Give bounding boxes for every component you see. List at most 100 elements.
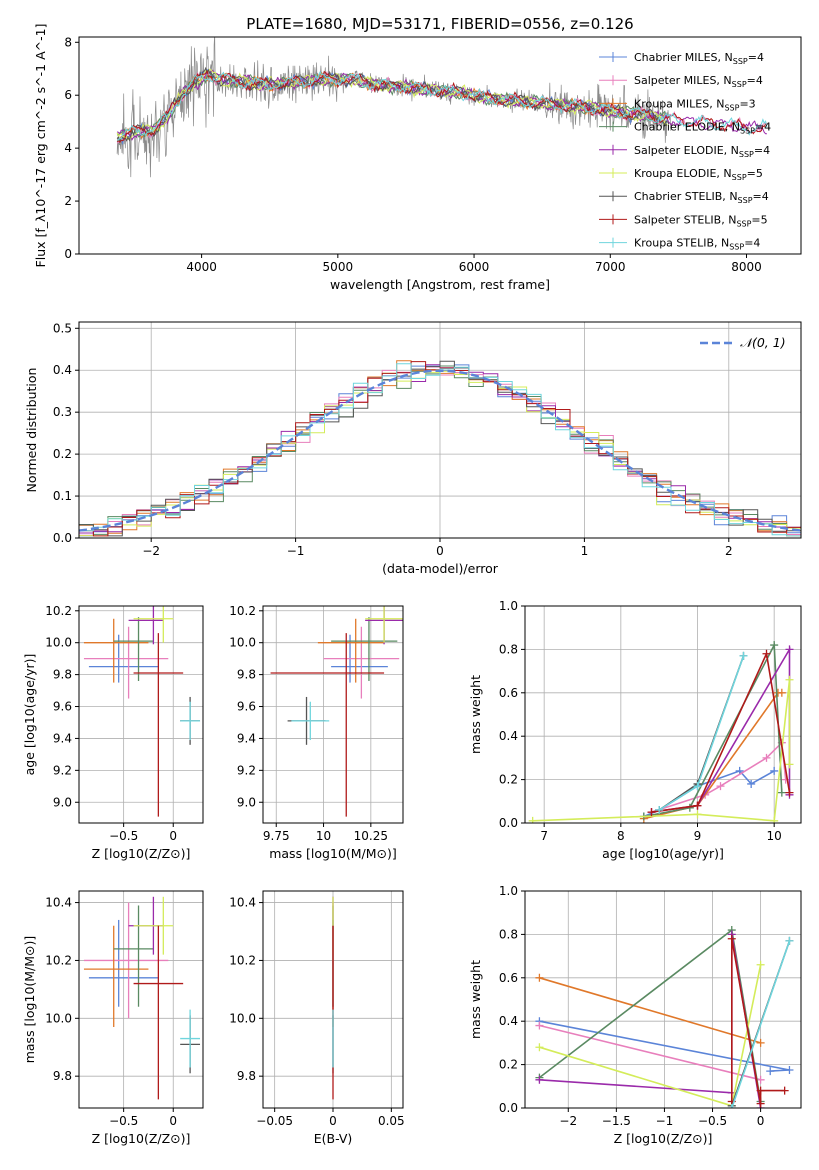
y-axis-label: Normed distribution <box>24 368 39 493</box>
y-tick-label: 9.0 <box>237 795 256 809</box>
mass-weight-point <box>770 641 779 650</box>
model-spectrum-line <box>116 66 668 143</box>
mass-weight-point <box>739 651 748 660</box>
x-axis-label: Z [log10(Z/Z⊙)] <box>614 1131 713 1146</box>
mass-weight-point <box>785 936 794 945</box>
x-tick-label: −1.5 <box>602 1114 631 1128</box>
panel-age-vs-Z: −0.5 0 9.0 9.2 9.4 9.6 9.8 10.0 10.2 Z [log10(Z/Z… <box>22 604 204 861</box>
x-tick-label: 1 <box>581 544 589 558</box>
mass-weight-line <box>731 940 791 1108</box>
y-tick-label: 0.5 <box>53 321 72 335</box>
mass-weight-point <box>781 775 790 784</box>
y-tick-label: 4 <box>64 141 72 155</box>
x-tick-label: −2 <box>142 544 160 558</box>
axes-frame <box>78 36 802 255</box>
panel-weight-vs-Z: −2 −1.5 −1 −0.5 0 0.0 0.2 0.4 0.6 0.8 1.0 Z [log10(… <box>468 884 802 1146</box>
mass-weight-point <box>693 782 702 791</box>
x-tick-label: 0.05 <box>378 1114 405 1128</box>
y-axis-label: age [log10(age/yr)] <box>22 654 37 776</box>
y-tick-label: 10.0 <box>229 1011 256 1025</box>
y-tick-label: 10.0 <box>45 1011 72 1025</box>
y-tick-label: 0.3 <box>53 405 72 419</box>
x-axis-label: Z [log10(Z/Z⊙)] <box>92 1131 191 1146</box>
x-axis-label: Z [log10(Z/Z⊙)] <box>92 846 191 861</box>
mass-weight-point <box>747 779 756 788</box>
x-tick-label: −1 <box>656 1114 674 1128</box>
x-tick-label: 10 <box>316 829 331 843</box>
mass-weight-point <box>756 960 765 969</box>
mass-weight-point <box>535 1043 544 1052</box>
mass-weight-point <box>780 1086 789 1095</box>
axes-frame <box>262 605 404 824</box>
plot-area <box>116 37 768 178</box>
panel-age-vs-mass: 9.75 10 10.25 9.0 9.2 9.4 9.6 9.8 10.0 10.2 mass [… <box>229 604 404 861</box>
y-axis-label: mass weight <box>468 960 483 1039</box>
y-tick-label: 9.8 <box>53 668 72 682</box>
y-tick-label: 1.0 <box>499 884 518 898</box>
model-spectrum-line <box>116 70 768 141</box>
y-tick-label: 0.6 <box>499 971 518 985</box>
y-tick-label: 10.2 <box>229 953 256 967</box>
y-tick-label: 9.6 <box>237 700 256 714</box>
x-tick-label: 6000 <box>459 260 490 274</box>
x-tick-label: −0.5 <box>109 829 138 843</box>
mass-weight-point <box>535 1075 544 1084</box>
mass-weight-point <box>770 816 779 823</box>
y-tick-label: 0.2 <box>53 447 72 461</box>
x-tick-label: −0.5 <box>698 1114 727 1128</box>
x-tick-label: 5000 <box>323 260 354 274</box>
x-tick-label: −2 <box>559 1114 577 1128</box>
mass-weight-point <box>693 810 702 819</box>
mass-weight-point <box>777 688 786 697</box>
y-axis-label: Flux [f_λ10^-17 erg cm^-2 s^-1 A^-1] <box>33 24 48 268</box>
mass-weight-point <box>762 649 771 658</box>
y-tick-label: 9.6 <box>53 700 72 714</box>
x-tick-label: 10 <box>767 829 782 843</box>
mass-weight-point <box>770 766 779 775</box>
y-tick-label: 1.0 <box>499 599 518 613</box>
x-tick-label: −1 <box>287 544 305 558</box>
mass-weight-point <box>535 973 544 982</box>
mass-weight-point <box>727 934 736 943</box>
plot-area <box>528 641 794 823</box>
y-tick-label: 10.2 <box>45 604 72 618</box>
x-tick-label: 4000 <box>186 260 217 274</box>
mass-weight-point <box>766 1067 775 1076</box>
legend-entry: Salpeter MILES, NSSP=4 <box>634 74 763 89</box>
panel-mass-vs-Z: −0.5 0 9.8 10.0 10.2 10.4 Z [log10(Z/Z⊙)] mass … <box>22 890 204 1146</box>
x-tick-label: 7 <box>540 829 548 843</box>
x-axis-label: E(B-V) <box>314 1131 353 1146</box>
y-tick-label: 0.8 <box>499 927 518 941</box>
y-tick-label: 9.8 <box>237 668 256 682</box>
y-tick-label: 6 <box>64 88 72 102</box>
axes-frame <box>78 605 204 824</box>
x-tick-label: 7000 <box>595 260 626 274</box>
mass-weight-line <box>532 679 791 822</box>
mass-weight-line <box>651 650 791 813</box>
legend-entry: Chabrier ELODIE, NSSP=4 <box>634 121 771 136</box>
plot-area <box>535 926 794 1108</box>
plot-area <box>270 606 403 817</box>
y-tick-label: 10.4 <box>229 896 256 910</box>
x-tick-label: 2 <box>725 544 733 558</box>
x-axis-label: mass [log10(M/M⊙)] <box>269 846 397 861</box>
legend-entry: Salpeter STELIB, NSSP=5 <box>634 213 768 228</box>
panel-spectrum: 4000 5000 6000 7000 8000 0 2 4 6 8 wavelength [Ang… <box>33 24 802 292</box>
y-tick-label: 9.8 <box>237 1069 256 1083</box>
observed-spectrum <box>116 37 672 178</box>
mass-weight-point <box>727 1104 736 1108</box>
legend-entry: Kroupa MILES, NSSP=3 <box>634 97 756 112</box>
mass-weight-point <box>528 816 537 823</box>
mass-weight-point <box>756 1075 765 1084</box>
y-tick-label: 2 <box>64 194 72 208</box>
legend-entry: 𝒩(0, 1) <box>740 335 786 350</box>
plot-area <box>83 896 201 1100</box>
x-tick-label: 9 <box>694 829 702 843</box>
y-axis-label: mass weight <box>468 675 483 754</box>
residual-histogram <box>79 363 801 537</box>
y-tick-label: 9.8 <box>53 1069 72 1083</box>
mass-weight-point <box>777 788 786 797</box>
mass-weight-point <box>785 760 794 769</box>
mass-weight-point <box>785 1066 794 1075</box>
y-tick-label: 0.2 <box>499 1058 518 1072</box>
